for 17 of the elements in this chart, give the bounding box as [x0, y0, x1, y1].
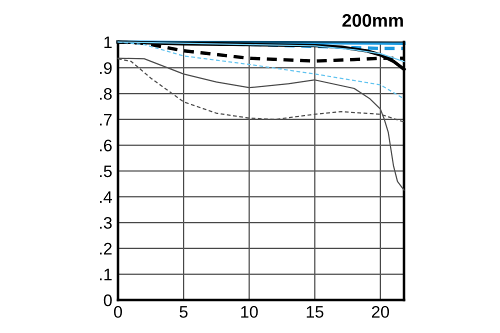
y-tick-label: 1: [104, 36, 112, 48]
x-tick-label: 15: [306, 306, 324, 318]
x-tick-label: 10: [241, 306, 258, 318]
x-tick-label: 20: [372, 306, 390, 318]
y-tick-label: .1: [100, 268, 112, 280]
y-tick-label: .5: [100, 166, 112, 178]
y-tick-label: .4: [100, 191, 112, 203]
y-tick-label: .3: [100, 217, 112, 229]
x-tick-label: 0: [114, 306, 122, 318]
y-tick-label: .7: [100, 114, 112, 126]
chart-title: 200mm: [342, 14, 403, 27]
y-tick-label: .2: [100, 242, 112, 254]
x-tick-label: 5: [180, 306, 188, 318]
y-tick-label: .6: [100, 140, 112, 152]
y-tick-label: .9: [100, 62, 112, 74]
y-tick-label: 0: [104, 294, 112, 306]
y-tick-label: .8: [100, 88, 112, 100]
